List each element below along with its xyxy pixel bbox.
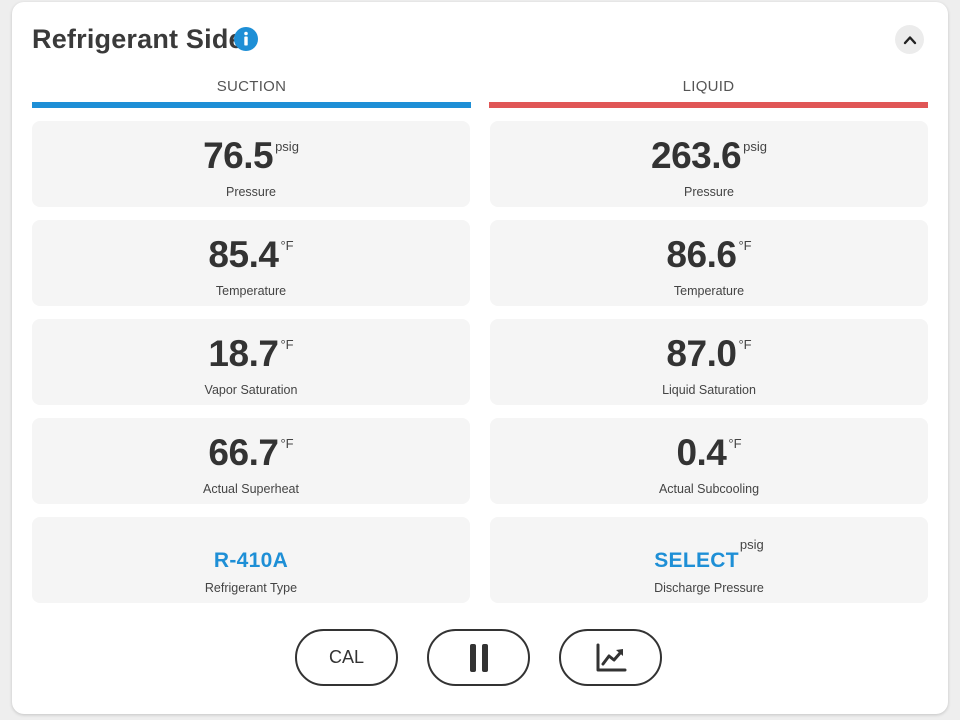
cal-button[interactable]: CAL (295, 629, 398, 686)
suction-pressure-label: Pressure (225, 185, 277, 199)
vapor-saturation-unit: °F (280, 337, 294, 352)
actual-superheat-value: 66.7 (208, 432, 279, 473)
actual-superheat-tile: 66.7 °F Actual Superheat (32, 418, 470, 504)
suction-temperature-value: 85.4 (208, 234, 279, 275)
liquid-saturation-value: 87.0 (666, 333, 737, 374)
vapor-saturation-tile: 18.7 °F Vapor Saturation (32, 319, 470, 405)
suction-pressure-unit: psig (275, 139, 299, 154)
line-chart-icon (596, 643, 626, 671)
refrigerant-side-panel: Refrigerant Side SUCTION LIQUID 76.5 psig… (12, 2, 948, 714)
vapor-saturation-label: Vapor Saturation (204, 383, 298, 397)
liquid-pressure-label: Pressure (683, 185, 735, 199)
actual-subcooling-unit: °F (728, 436, 742, 451)
liquid-temperature-label: Temperature (673, 284, 745, 298)
refrigerant-type-select[interactable]: R-410A (213, 549, 289, 572)
discharge-pressure-tile[interactable]: SELECTpsig Discharge Pressure (490, 517, 928, 603)
collapse-button[interactable] (895, 25, 924, 54)
liquid-temperature-value: 86.6 (666, 234, 737, 275)
actual-superheat-unit: °F (280, 436, 294, 451)
liquid-pressure-value: 263.6 (651, 135, 742, 176)
chevron-up-icon (903, 35, 916, 44)
discharge-pressure-unit: psig (739, 537, 764, 552)
liquid-bar (489, 102, 928, 108)
actual-subcooling-tile: 0.4 °F Actual Subcooling (490, 418, 928, 504)
suction-header: SUCTION (216, 78, 287, 95)
suction-bar (32, 102, 471, 108)
refrigerant-type-tile[interactable]: R-410A Refrigerant Type (32, 517, 470, 603)
pause-icon (469, 643, 488, 672)
liquid-pressure-unit: psig (743, 139, 767, 154)
suction-temperature-label: Temperature (215, 284, 287, 298)
liquid-saturation-label: Liquid Saturation (662, 383, 756, 397)
suction-temperature-tile: 85.4 °F Temperature (32, 220, 470, 306)
chart-button[interactable] (559, 629, 662, 686)
actual-subcooling-value: 0.4 (676, 432, 727, 473)
suction-temperature-unit: °F (280, 238, 294, 253)
refrigerant-type-label: Refrigerant Type (204, 581, 298, 595)
actual-subcooling-label: Actual Subcooling (658, 482, 760, 496)
vapor-saturation-value: 18.7 (208, 333, 279, 374)
discharge-pressure-select[interactable]: SELECT (654, 549, 739, 572)
liquid-temperature-tile: 86.6 °F Temperature (490, 220, 928, 306)
liquid-header: LIQUID (682, 78, 735, 95)
suction-pressure-tile: 76.5 psig Pressure (32, 121, 470, 207)
pause-button[interactable] (427, 629, 530, 686)
panel-title: Refrigerant Side (32, 24, 244, 54)
liquid-pressure-tile: 263.6 psig Pressure (490, 121, 928, 207)
liquid-saturation-tile: 87.0 °F Liquid Saturation (490, 319, 928, 405)
actual-superheat-label: Actual Superheat (203, 482, 299, 496)
info-icon[interactable] (234, 27, 258, 51)
cal-button-label: CAL (328, 647, 364, 667)
liquid-saturation-unit: °F (738, 337, 752, 352)
liquid-temperature-unit: °F (738, 238, 752, 253)
discharge-pressure-label: Discharge Pressure (654, 581, 764, 595)
suction-pressure-value: 76.5 (203, 135, 274, 176)
